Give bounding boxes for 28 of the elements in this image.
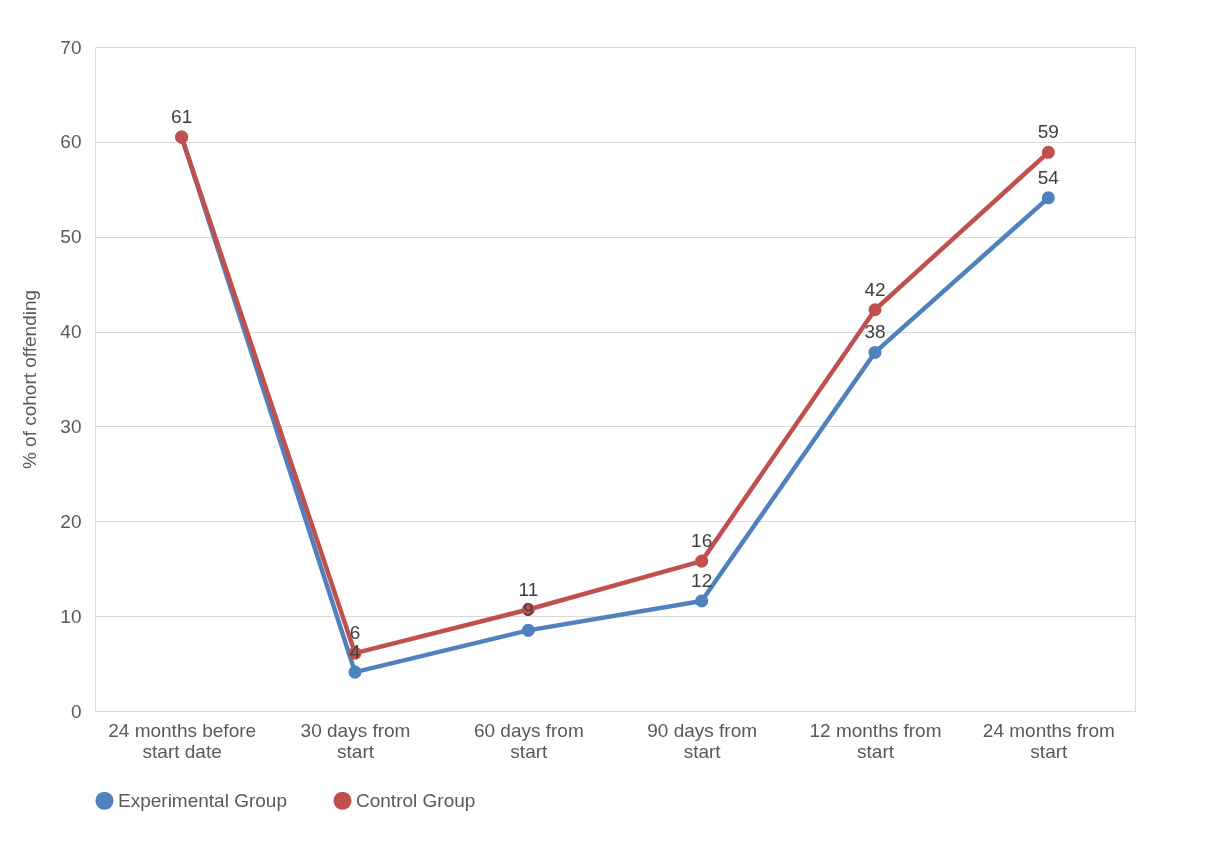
data-label: 11	[518, 578, 539, 600]
y-tick-label: 50	[60, 226, 82, 248]
data-label: 4	[349, 641, 361, 663]
y-tick-label: 10	[60, 605, 82, 627]
x-tick-label: 60 days from start	[473, 719, 584, 762]
y-tick-label: 30	[60, 415, 82, 437]
y-tick-label: 40	[60, 321, 82, 343]
x-tick-label: 90 days from start	[647, 719, 758, 762]
legend-label: Control Group	[356, 789, 476, 811]
data-label: 9	[523, 599, 534, 621]
data-label: 61	[171, 106, 193, 128]
legend-label: Experimental Group	[118, 789, 287, 811]
x-tick-label: 12 months from start	[809, 719, 942, 762]
data-label: 38	[864, 321, 886, 343]
data-label: 12	[691, 569, 713, 591]
data-label: 54	[1037, 166, 1060, 188]
data-label: 59	[1037, 121, 1059, 143]
y-axis-title: % of cohort offending	[19, 289, 41, 470]
y-tick-label: 70	[60, 36, 82, 58]
x-tick-label: 24 months before start date	[108, 719, 257, 762]
data-label: 16	[691, 530, 713, 552]
y-tick-label: 20	[60, 510, 82, 532]
data-label: 42	[864, 278, 886, 300]
y-tick-label: 60	[60, 131, 82, 153]
x-tick-label: 30 days from start	[300, 719, 411, 762]
x-tick-label: 24 months from start	[982, 719, 1115, 762]
y-tick-label: 0	[70, 700, 82, 722]
data-label: 6	[349, 622, 361, 644]
